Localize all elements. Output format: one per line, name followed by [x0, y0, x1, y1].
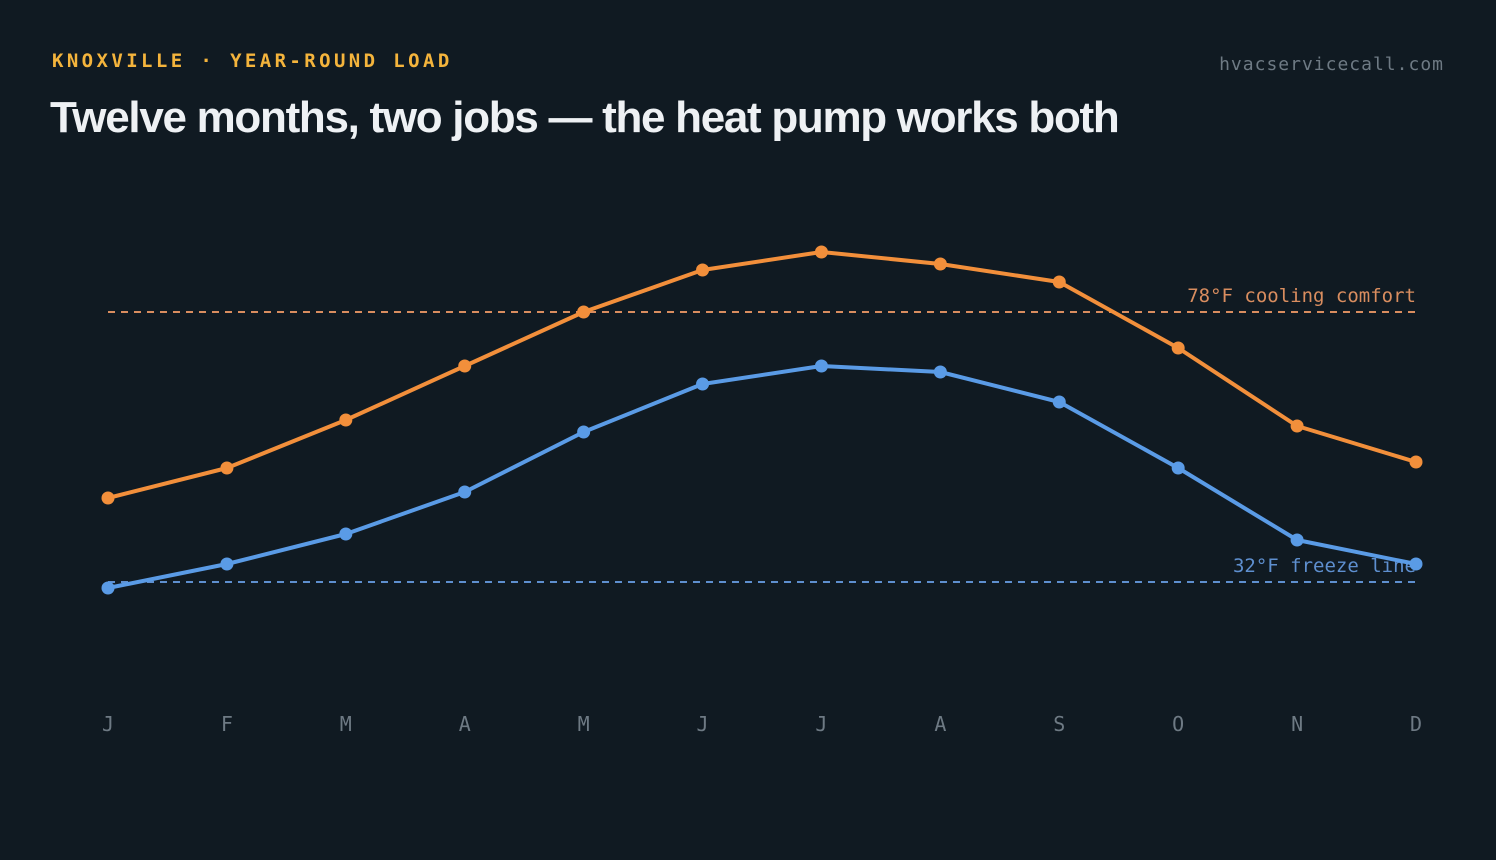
x-tick-label-11: D	[1410, 712, 1422, 736]
x-tick-label-1: F	[221, 712, 233, 736]
point-highs-10	[1290, 419, 1304, 433]
chart-title: Twelve months, two jobs — the heat pump …	[50, 93, 1120, 142]
point-highs-8	[1052, 275, 1066, 289]
x-tick-label-7: A	[934, 712, 946, 736]
site-url: hvacservicecall.com	[1219, 54, 1444, 75]
point-lows-4	[577, 425, 591, 439]
reference-lines: 78°F cooling comfort 32°F freeze line	[108, 285, 1416, 583]
x-tick-label-9: O	[1172, 712, 1184, 736]
x-tick-label-6: J	[815, 712, 827, 736]
point-highs-11	[1409, 455, 1423, 469]
point-highs-2	[339, 413, 353, 427]
point-highs-7	[933, 257, 947, 271]
series-lines	[101, 245, 1423, 595]
point-lows-5	[696, 377, 710, 391]
chart-eyebrow: KNOXVILLE · YEAR-ROUND LOAD	[52, 50, 453, 72]
point-lows-2	[339, 527, 353, 541]
x-tick-label-4: M	[578, 712, 590, 736]
point-lows-7	[933, 365, 947, 379]
x-tick-label-5: J	[697, 712, 709, 736]
point-lows-8	[1052, 395, 1066, 409]
point-lows-11	[1409, 557, 1423, 571]
reference-label-0: 78°F cooling comfort	[1187, 285, 1416, 307]
x-tick-label-2: M	[340, 712, 352, 736]
series-line-highs	[106, 250, 1418, 500]
point-lows-10	[1290, 533, 1304, 547]
point-lows-6	[814, 359, 828, 373]
point-highs-5	[696, 263, 710, 277]
x-tick-label-10: N	[1291, 712, 1303, 736]
series-line-lows	[106, 364, 1418, 590]
point-highs-6	[814, 245, 828, 259]
point-lows-1	[220, 557, 234, 571]
point-highs-4	[577, 305, 591, 319]
x-tick-label-0: J	[102, 712, 114, 736]
point-lows-9	[1171, 461, 1185, 475]
x-tick-label-8: S	[1053, 712, 1065, 736]
point-highs-0	[101, 491, 115, 505]
point-lows-3	[458, 485, 472, 499]
reference-label-1: 32°F freeze line	[1233, 555, 1416, 577]
point-highs-9	[1171, 341, 1185, 355]
point-highs-3	[458, 359, 472, 373]
point-highs-1	[220, 461, 234, 475]
x-tick-label-3: A	[459, 712, 471, 736]
point-lows-0	[101, 581, 115, 595]
